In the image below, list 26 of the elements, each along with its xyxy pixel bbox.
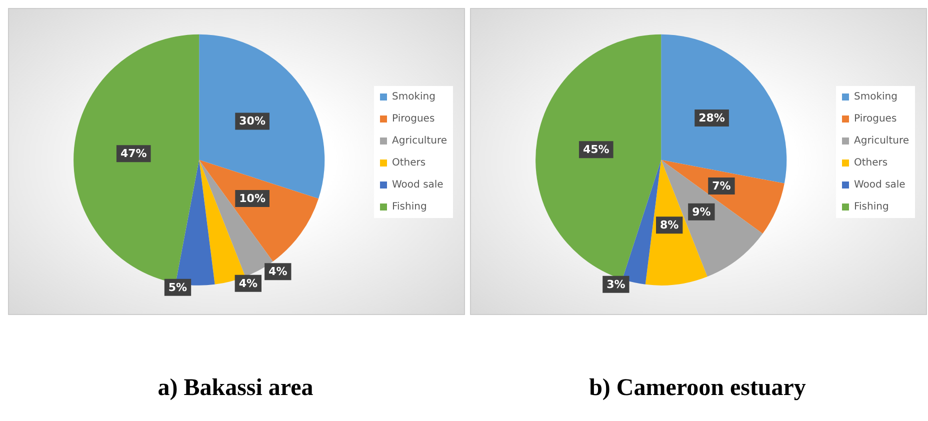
data-label: 4% (268, 265, 288, 278)
legend-label: Fishing (854, 202, 889, 212)
legend-label: Pirogues (854, 114, 897, 124)
legend-label: Others (854, 158, 888, 168)
legend-label: Wood sale (854, 180, 906, 190)
legend-label: Wood sale (392, 180, 444, 190)
legend-label: Smoking (854, 92, 898, 102)
text: b) Cameroon estuary (589, 375, 806, 401)
legend-label: Agriculture (854, 136, 910, 146)
data-label: 8% (660, 218, 679, 232)
legend-label: Fishing (392, 202, 427, 212)
data-label: 45% (582, 143, 610, 156)
data-label: 4% (238, 276, 258, 290)
data-label: 30% (239, 114, 266, 128)
data-label: 28% (698, 111, 725, 124)
data-label: 3% (606, 278, 626, 291)
data-label: 5% (168, 280, 188, 294)
legend-label: Smoking (392, 92, 436, 102)
data-label: 10% (239, 192, 266, 206)
legend-label: Others (392, 158, 426, 168)
legend-label: Agriculture (392, 136, 448, 146)
legend-label: Pirogues (392, 114, 435, 124)
data-label: 9% (692, 205, 711, 218)
data-label: 47% (120, 147, 147, 160)
data-label: 7% (712, 179, 731, 192)
text: a) Bakassi area (158, 375, 314, 401)
